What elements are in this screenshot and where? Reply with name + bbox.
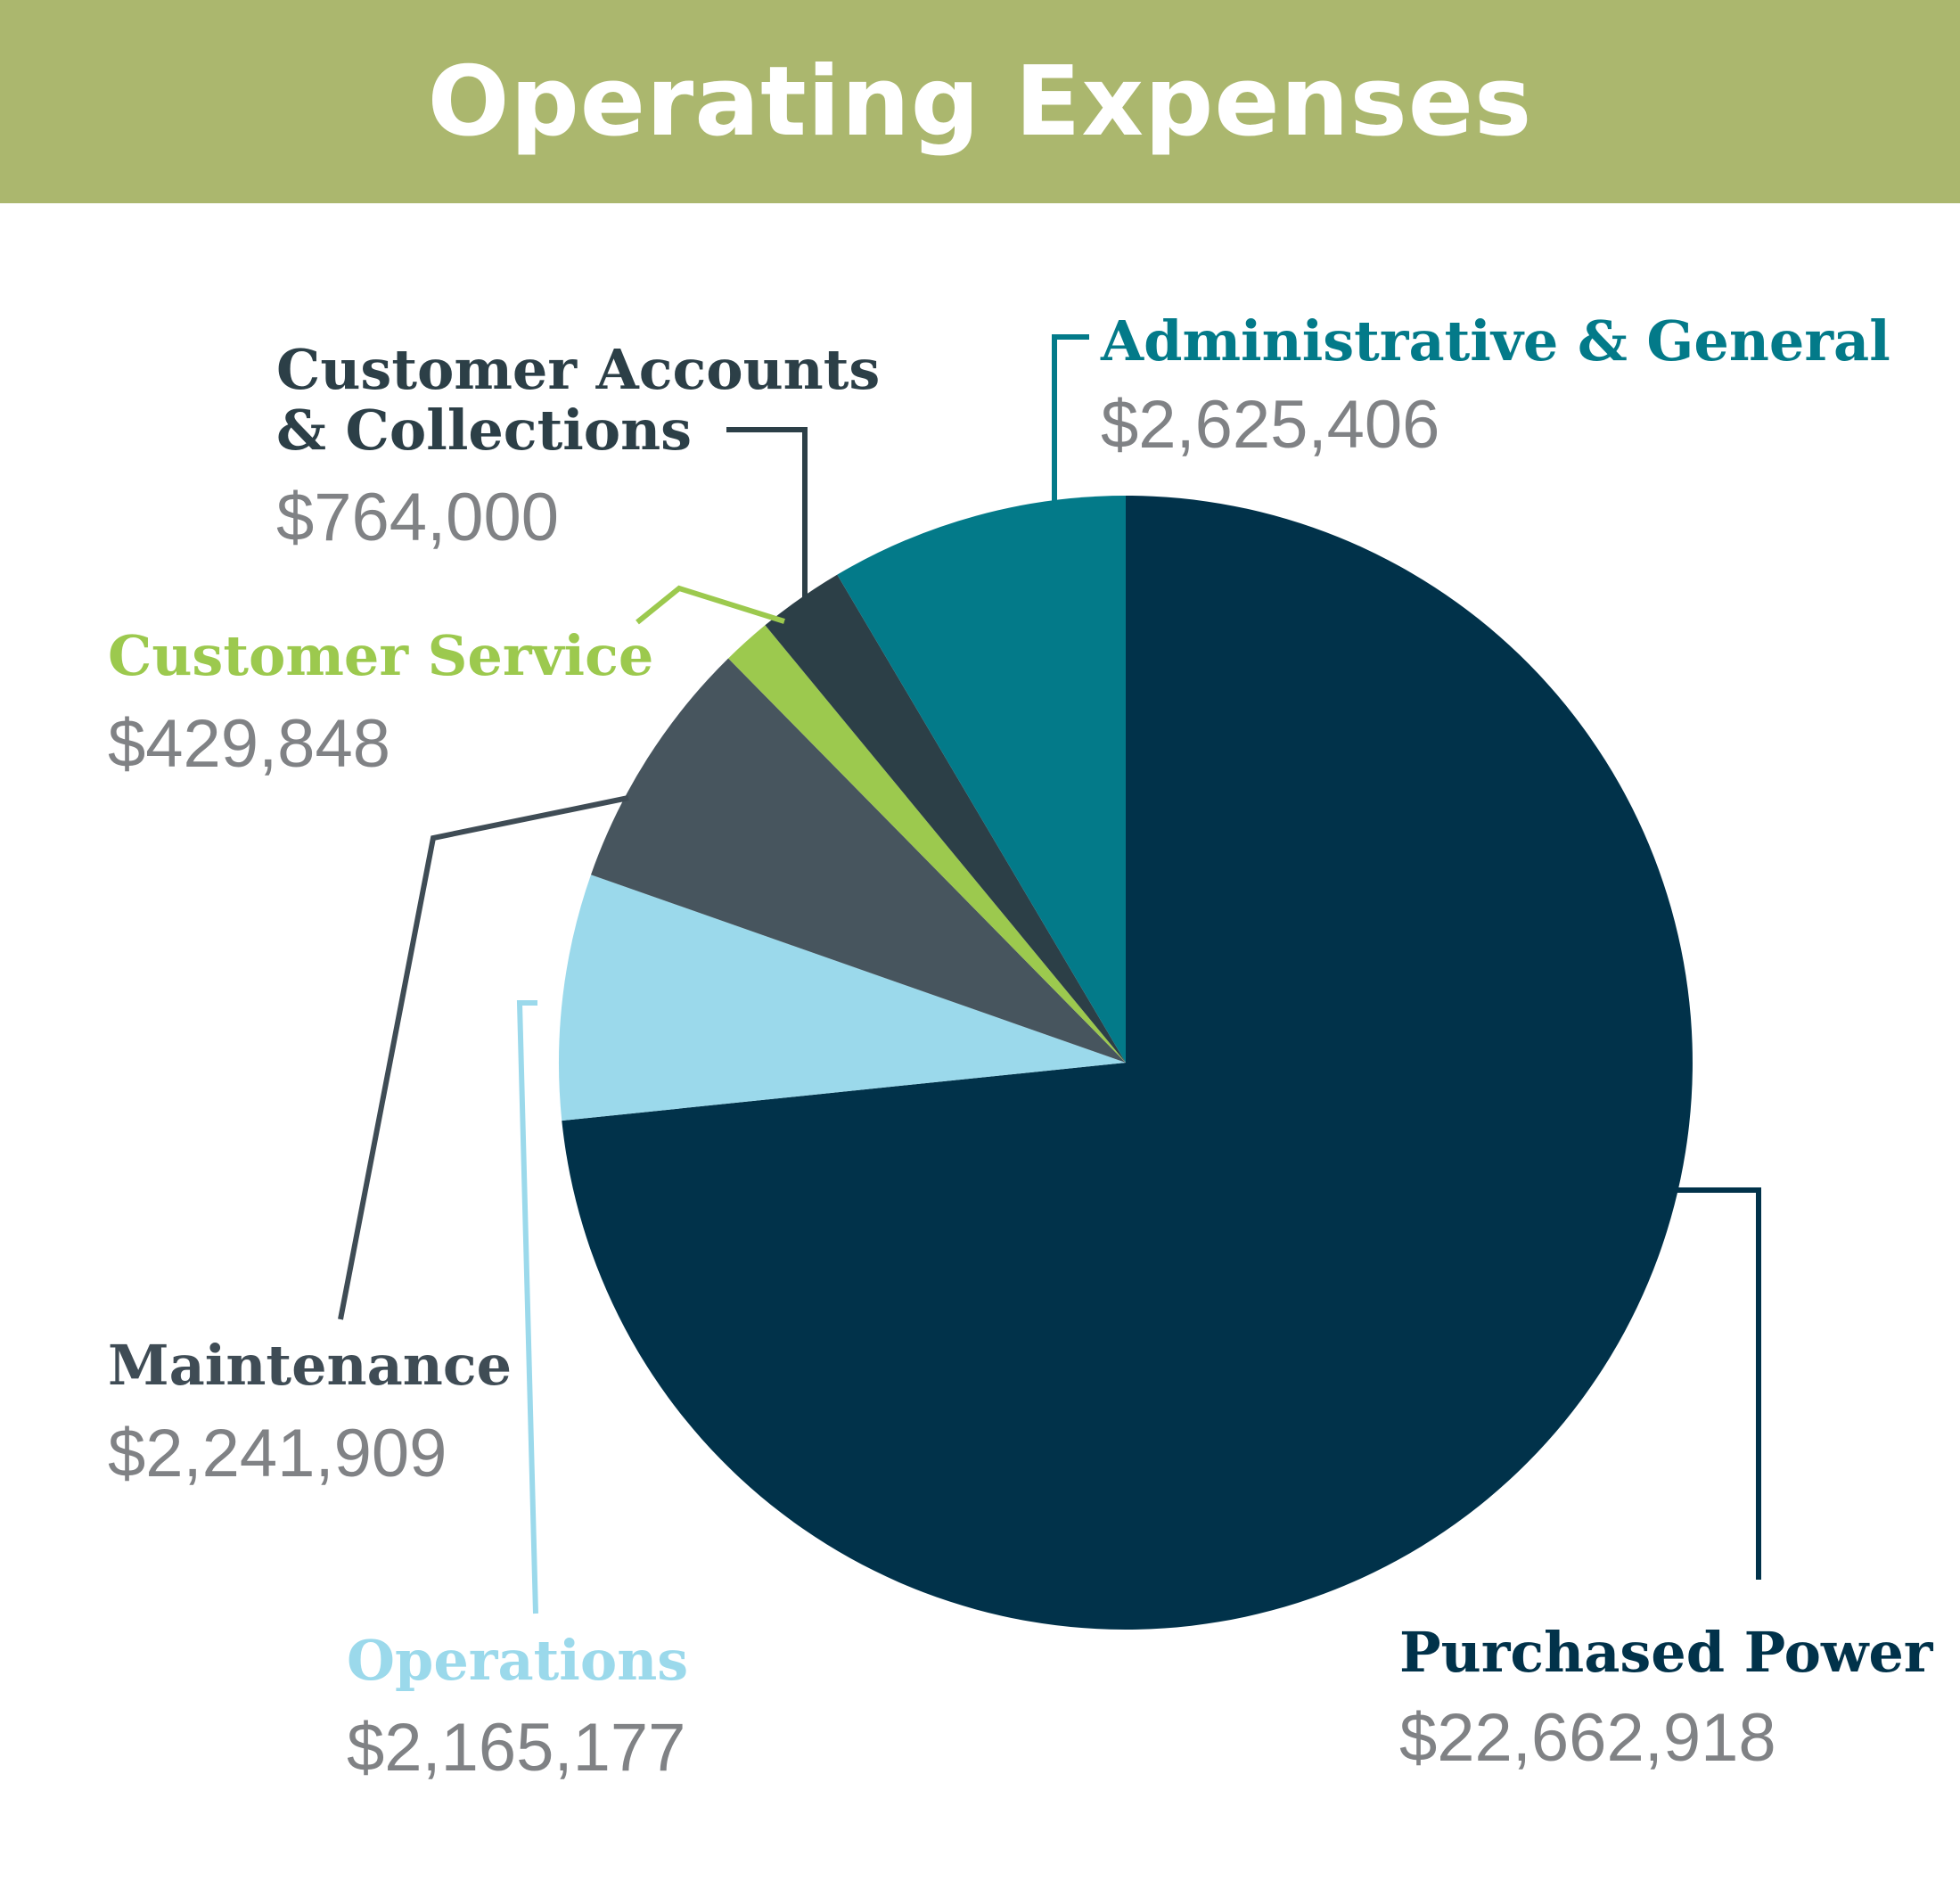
slice-customer-service	[728, 625, 1126, 1063]
label-value-purchased-power: $22,662,918	[1399, 1700, 1776, 1776]
leader-line-purchased-power	[1676, 1187, 1761, 1580]
label-name-administrative-and-general: Administrative & General	[1100, 308, 1890, 374]
label-name-operations: Operations	[347, 1628, 688, 1693]
pie-slices	[558, 496, 1693, 1630]
label-name-maintenance: Maintenance	[108, 1333, 512, 1398]
leader-line-customer-accounts-and-collections	[726, 427, 808, 597]
label-value-customer-accounts-and-collections: $764,000	[276, 480, 559, 555]
label-value-administrative-and-general: $2,625,406	[1101, 387, 1439, 463]
label-value-maintenance: $2,241,909	[108, 1416, 447, 1491]
label-name-purchased-power: Purchased Power	[1399, 1620, 1934, 1685]
leader-line-administrative-and-general	[1052, 334, 1089, 504]
leader-line-maintenance	[338, 795, 629, 1320]
title-banner: Operating Expenses	[0, 0, 1960, 203]
label-name-customer-accounts-and-collections-line-1: Customer Accounts	[276, 337, 880, 402]
leader-line-customer-service	[636, 585, 785, 625]
slice-maintenance	[591, 658, 1126, 1063]
leader-lines	[338, 334, 1761, 1614]
slice-customer-accounts-and-collections	[765, 574, 1126, 1063]
label-value-operations: $2,165,177	[347, 1710, 685, 1786]
slice-purchased-power	[562, 496, 1693, 1630]
label-name-customer-accounts-and-collections-line-2: & Collections	[276, 398, 692, 463]
slice-operations	[558, 875, 1126, 1121]
label-value-customer-service: $429,848	[108, 706, 390, 782]
leader-line-operations	[516, 1000, 538, 1614]
chart-title: Operating Expenses	[427, 45, 1533, 158]
label-name-customer-service: Customer Service	[108, 623, 653, 688]
slice-administrative-and-general	[837, 496, 1126, 1063]
slice-labels: Purchased Power $22,662,918 Operations $2,1…	[108, 308, 1934, 1786]
